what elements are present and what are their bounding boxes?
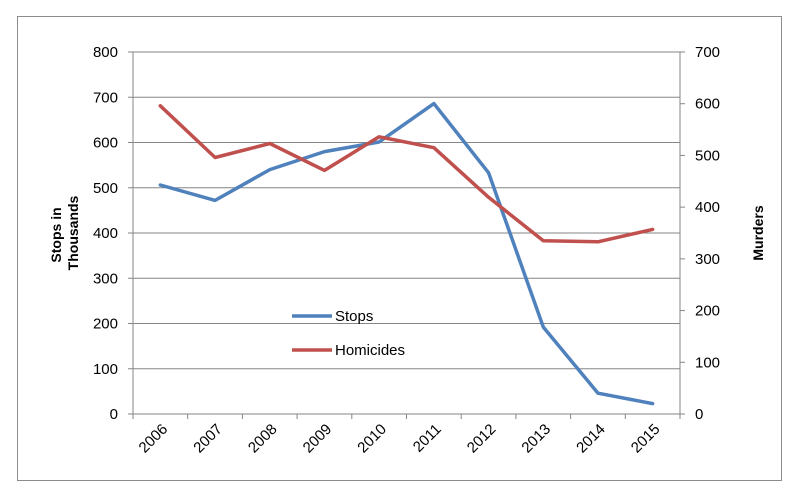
- x-tick-label: 2008: [245, 421, 281, 457]
- left-axis-title-line-1: Stops in: [48, 207, 64, 262]
- right-tick-label: 600: [695, 96, 720, 113]
- right-tick-label: 200: [695, 303, 720, 320]
- legend: Stops Homicides: [292, 308, 405, 359]
- left-tick-label: 500: [93, 180, 118, 197]
- right-tick-label: 0: [695, 406, 703, 423]
- left-tick-label: 300: [93, 270, 118, 287]
- series-line-stops: [158, 101, 655, 406]
- left-tick-label: 400: [93, 225, 118, 242]
- left-axis-title: Stops in Thousands: [48, 195, 81, 270]
- axes: [128, 51, 685, 419]
- line-chart: 0 100 200 300 400 500 600 700 800 0 100 200 300 400 50…: [48, 44, 766, 456]
- gridlines: [133, 51, 680, 370]
- x-tick-label: 2006: [136, 421, 172, 457]
- x-tick-label: 2011: [410, 421, 445, 456]
- series-lines: [158, 101, 655, 406]
- right-tick-label: 300: [695, 251, 720, 268]
- right-tick-label: 100: [695, 354, 720, 371]
- left-tick-label: 800: [93, 44, 118, 61]
- x-tick-label: 2012: [464, 421, 500, 457]
- x-tick-label: 2010: [354, 421, 390, 457]
- left-tick-label: 600: [93, 135, 118, 152]
- legend-label-homicides: Homicides: [335, 342, 405, 359]
- legend-label-stops: Stops: [335, 308, 373, 325]
- right-tick-label: 500: [695, 147, 720, 164]
- right-tick-label: 400: [695, 199, 720, 216]
- chart-frame: 0 100 200 300 400 500 600 700 800 0 100 200 300 400 50…: [17, 16, 782, 481]
- x-tick-label: 2014: [573, 421, 609, 457]
- series-line-homicides: [158, 104, 655, 244]
- right-axis-title: Murders: [750, 205, 766, 260]
- left-tick-label: 100: [93, 361, 118, 378]
- right-tick-label: 700: [695, 44, 720, 61]
- x-tick-label: 2013: [518, 421, 554, 457]
- left-tick-label: 0: [110, 406, 118, 423]
- left-tick-label: 700: [93, 89, 118, 106]
- left-axis-title-line-2: Thousands: [65, 195, 81, 270]
- x-tick-label: 2015: [628, 421, 664, 457]
- x-tick-label: 2009: [300, 421, 336, 457]
- tick-labels: 0 100 200 300 400 500 600 700 800 0 100 200 300 400 50…: [93, 44, 720, 456]
- left-tick-label: 200: [93, 316, 118, 333]
- x-tick-label: 2007: [190, 421, 226, 457]
